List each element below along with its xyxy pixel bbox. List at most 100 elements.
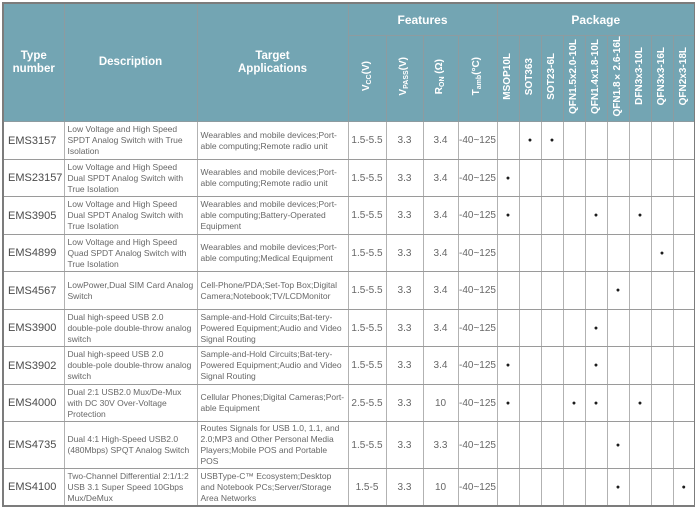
package-dot-cell: ● bbox=[496, 158, 520, 198]
package-empty-cell bbox=[672, 346, 695, 385]
package-empty-cell bbox=[562, 421, 586, 470]
applications-cell: Wearables and mobile devices;Port-able c… bbox=[196, 121, 349, 160]
package-empty-cell bbox=[628, 158, 652, 198]
package-empty-cell bbox=[650, 271, 674, 310]
package-empty-cell bbox=[672, 158, 695, 198]
type-number-cell: EMS4100 bbox=[2, 468, 65, 507]
package-empty-cell bbox=[672, 196, 695, 235]
vcc-cell: 1.5-5.5 bbox=[347, 233, 387, 273]
col-header-package-sot363: SOT363 bbox=[518, 34, 542, 123]
type-number-cell: EMS4567 bbox=[2, 271, 65, 310]
package-empty-cell bbox=[518, 196, 542, 235]
vpass-cell: 3.3 bbox=[385, 308, 424, 348]
package-empty-cell bbox=[562, 158, 586, 198]
package-empty-cell bbox=[496, 308, 520, 348]
col-header-package-sot363-label: SOT363 bbox=[524, 57, 536, 95]
package-dot-cell: ● bbox=[650, 233, 674, 273]
col-header-package-sot23-6l-label: SOT23-6L bbox=[546, 52, 558, 100]
package-empty-cell bbox=[540, 346, 564, 385]
package-empty-cell bbox=[672, 421, 695, 470]
description-cell: Low Voltage and High Speed Quad SPDT Ana… bbox=[63, 233, 198, 273]
package-empty-cell bbox=[540, 421, 564, 470]
type-number-cell: EMS4000 bbox=[2, 383, 65, 423]
vcc-cell: 1.5-5.5 bbox=[347, 158, 387, 198]
package-empty-cell bbox=[540, 158, 564, 198]
package-empty-cell bbox=[672, 308, 695, 348]
col-header-package-qfn1-5x2-0-10l-label: QFN1.5x2.0-10L bbox=[568, 38, 580, 114]
package-empty-cell bbox=[584, 121, 608, 160]
ron-cell: 3.4 bbox=[422, 271, 459, 310]
package-empty-cell bbox=[518, 346, 542, 385]
header-sub-row: VCC(V) VPASS(V) RON (Ω) Tamb(°C) MSOP10L… bbox=[3, 34, 695, 123]
package-empty-cell bbox=[628, 271, 652, 310]
vcc-cell: 1.5-5.5 bbox=[347, 196, 387, 235]
table-row: EMS3900 Dual high-speed USB 2.0 double-po… bbox=[2, 308, 695, 348]
col-header-package-qfn1-4x1-8-10l-label: QFN1.4x1.8-10L bbox=[590, 38, 602, 114]
col-header-package-dfn3x3-10l-label: DFN3x3-10L bbox=[634, 47, 646, 106]
package-empty-cell bbox=[562, 271, 586, 310]
col-header-tamb: Tamb(°C) bbox=[457, 34, 498, 123]
package-empty-cell bbox=[562, 196, 586, 235]
package-dot-cell: ● bbox=[518, 121, 542, 160]
col-header-package-qfn3x3-16l: QFN3x3-16L bbox=[650, 34, 674, 123]
package-empty-cell bbox=[518, 421, 542, 470]
table-body: EMS3157 Low Voltage and High Speed SPDT A… bbox=[2, 121, 695, 507]
package-dot-cell: ● bbox=[628, 196, 652, 235]
description-cell: Dual 2:1 USB2.0 Mux/De-Mux with DC 30V O… bbox=[63, 383, 198, 423]
ron-cell: 3.4 bbox=[422, 121, 459, 160]
col-header-package-qfn1-8x2-6-16l-label: QFN1.8×2.6-16L bbox=[612, 36, 624, 117]
package-empty-cell bbox=[584, 468, 608, 507]
vcc-cell: 1.5-5.5 bbox=[347, 121, 387, 160]
package-empty-cell bbox=[496, 468, 520, 507]
type-number-cell: EMS4735 bbox=[2, 421, 65, 470]
package-empty-cell bbox=[584, 233, 608, 273]
table-row: EMS3902 Dual high-speed USB 2.0 double-po… bbox=[2, 346, 695, 385]
package-dot-cell: ● bbox=[496, 346, 520, 385]
package-empty-cell bbox=[672, 233, 695, 273]
package-empty-cell bbox=[540, 196, 564, 235]
package-empty-cell bbox=[496, 271, 520, 310]
table-row: EMS3157 Low Voltage and High Speed SPDT A… bbox=[2, 121, 695, 160]
vcc-cell: 1.5-5.5 bbox=[347, 421, 387, 470]
vcc-cell: 1.5-5.5 bbox=[347, 271, 387, 310]
tamb-cell: -40~125 bbox=[457, 158, 498, 198]
table-row: EMS4000 Dual 2:1 USB2.0 Mux/De-Mux with D… bbox=[2, 383, 695, 423]
col-header-package-qfn1-4x1-8-10l: QFN1.4x1.8-10L bbox=[584, 34, 608, 123]
ron-cell: 3.3 bbox=[422, 421, 459, 470]
col-header-vcc: VCC(V) bbox=[347, 34, 387, 123]
package-empty-cell bbox=[628, 346, 652, 385]
package-empty-cell bbox=[540, 468, 564, 507]
package-empty-cell bbox=[584, 271, 608, 310]
applications-cell: Sample-and-Hold Circuits;Bat-tery-Powere… bbox=[196, 308, 349, 348]
col-group-package: Package bbox=[496, 2, 695, 36]
package-empty-cell bbox=[518, 271, 542, 310]
ron-cell: 10 bbox=[422, 383, 459, 423]
vcc-cell: 1.5-5.5 bbox=[347, 308, 387, 348]
tamb-cell: -40~125 bbox=[457, 383, 498, 423]
type-number-cell: EMS3157 bbox=[2, 121, 65, 160]
package-dot-cell: ● bbox=[672, 468, 695, 507]
vcc-cell: 2.5-5.5 bbox=[347, 383, 387, 423]
package-empty-cell bbox=[518, 468, 542, 507]
package-dot-cell: ● bbox=[628, 383, 652, 423]
package-empty-cell bbox=[606, 233, 630, 273]
package-empty-cell bbox=[584, 421, 608, 470]
package-empty-cell bbox=[672, 271, 695, 310]
col-header-target-applications-label: Target Applications bbox=[237, 49, 307, 75]
applications-cell: Wearables and mobile devices;Port-able c… bbox=[196, 233, 349, 273]
package-dot-cell: ● bbox=[584, 346, 608, 385]
col-header-package-qfn1-8x2-6-16l: QFN1.8×2.6-16L bbox=[606, 34, 630, 123]
description-cell: Low Voltage and High Speed Dual SPDT Ana… bbox=[63, 196, 198, 235]
table-row: EMS4100 Two-Channel Differential 2:1/1:2 … bbox=[2, 468, 695, 507]
package-empty-cell bbox=[672, 383, 695, 423]
col-header-package-qfn2x3-18l-label: QFN2x3-18L bbox=[677, 47, 689, 106]
vpass-cell: 3.3 bbox=[385, 196, 424, 235]
description-cell: Dual high-speed USB 2.0 double-pole doub… bbox=[63, 346, 198, 385]
col-header-target-applications: Target Applications bbox=[196, 2, 349, 123]
package-empty-cell bbox=[628, 421, 652, 470]
col-header-tamb-label: Tamb(°C) bbox=[471, 57, 484, 96]
col-header-package-msop10l-label: MSOP10L bbox=[502, 52, 514, 100]
package-empty-cell bbox=[650, 158, 674, 198]
